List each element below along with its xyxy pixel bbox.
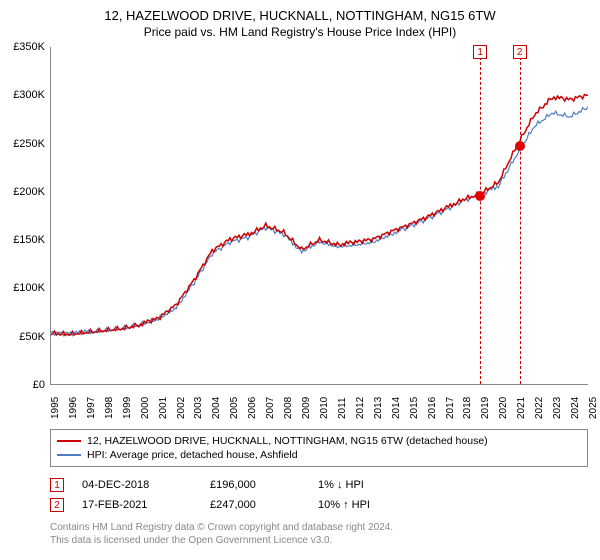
x-tick-label: 2022 bbox=[534, 397, 545, 419]
chart-container: 12, HAZELWOOD DRIVE, HUCKNALL, NOTTINGHA… bbox=[0, 0, 600, 560]
sales-marker-1: 1 bbox=[50, 478, 64, 492]
legend-label-hpi: HPI: Average price, detached house, Ashf… bbox=[87, 449, 298, 461]
sale-marker-box: 1 bbox=[473, 45, 487, 59]
legend-label-property: 12, HAZELWOOD DRIVE, HUCKNALL, NOTTINGHA… bbox=[87, 435, 488, 447]
x-tick-label: 2009 bbox=[301, 397, 312, 419]
sale-marker-dot bbox=[515, 141, 525, 151]
x-tick-label: 2025 bbox=[588, 397, 599, 419]
title-address: 12, HAZELWOOD DRIVE, HUCKNALL, NOTTINGHA… bbox=[10, 8, 590, 23]
x-tick-label: 2019 bbox=[480, 397, 491, 419]
x-tick-label: 1998 bbox=[104, 397, 115, 419]
sales-row-2: 2 17-FEB-2021 £247,000 10% ↑ HPI bbox=[50, 495, 588, 515]
x-tick-label: 2005 bbox=[229, 397, 240, 419]
sales-price-1: £196,000 bbox=[210, 479, 300, 491]
footer-line-2: This data is licensed under the Open Gov… bbox=[50, 534, 588, 547]
x-tick-label: 2007 bbox=[265, 397, 276, 419]
x-tick-label: 2003 bbox=[193, 397, 204, 419]
x-tick-label: 2011 bbox=[337, 397, 348, 419]
x-tick-label: 2016 bbox=[427, 397, 438, 419]
y-tick-label: £0 bbox=[1, 379, 45, 391]
sales-table: 1 04-DEC-2018 £196,000 1% ↓ HPI 2 17-FEB… bbox=[50, 475, 588, 515]
x-tick-label: 2004 bbox=[211, 397, 222, 419]
y-tick-label: £200K bbox=[1, 186, 45, 198]
x-tick-label: 1995 bbox=[50, 397, 61, 419]
x-tick-label: 2012 bbox=[355, 397, 366, 419]
x-tick-label: 2006 bbox=[247, 397, 258, 419]
series-property bbox=[51, 94, 588, 335]
x-tick-label: 2020 bbox=[498, 397, 509, 419]
x-tick-label: 2008 bbox=[283, 397, 294, 419]
footer-attribution: Contains HM Land Registry data © Crown c… bbox=[50, 521, 588, 547]
chart-plot-area: £0£50K£100K£150K£200K£250K£300K£350K12 bbox=[50, 47, 588, 385]
y-tick-label: £250K bbox=[1, 138, 45, 150]
x-tick-label: 2024 bbox=[570, 397, 581, 419]
x-tick-label: 2017 bbox=[445, 397, 456, 419]
footer-line-1: Contains HM Land Registry data © Crown c… bbox=[50, 521, 588, 534]
x-tick-label: 2010 bbox=[319, 397, 330, 419]
sales-marker-2: 2 bbox=[50, 498, 64, 512]
series-hpi bbox=[51, 107, 588, 336]
x-tick-label: 2013 bbox=[373, 397, 384, 419]
sales-change-2: 10% ↑ HPI bbox=[318, 499, 428, 511]
x-tick-label: 2018 bbox=[462, 397, 473, 419]
legend-box: 12, HAZELWOOD DRIVE, HUCKNALL, NOTTINGHA… bbox=[50, 429, 588, 467]
sale-vline bbox=[520, 47, 521, 384]
legend-item-hpi: HPI: Average price, detached house, Ashf… bbox=[57, 448, 581, 462]
sales-row-1: 1 04-DEC-2018 £196,000 1% ↓ HPI bbox=[50, 475, 588, 495]
x-tick-label: 2001 bbox=[158, 397, 169, 419]
legend-item-property: 12, HAZELWOOD DRIVE, HUCKNALL, NOTTINGHA… bbox=[57, 434, 581, 448]
legend-swatch-property bbox=[57, 440, 81, 442]
x-tick-label: 2015 bbox=[409, 397, 420, 419]
sales-date-1: 04-DEC-2018 bbox=[82, 479, 192, 491]
x-tick-label: 2023 bbox=[552, 397, 563, 419]
chart-lines-svg bbox=[51, 47, 588, 384]
y-tick-label: £150K bbox=[1, 234, 45, 246]
sales-date-2: 17-FEB-2021 bbox=[82, 499, 192, 511]
title-subtitle: Price paid vs. HM Land Registry's House … bbox=[10, 25, 590, 39]
sale-marker-dot bbox=[475, 191, 485, 201]
sales-price-2: £247,000 bbox=[210, 499, 300, 511]
x-tick-label: 2000 bbox=[140, 397, 151, 419]
legend-swatch-hpi bbox=[57, 454, 81, 456]
x-tick-label: 2002 bbox=[176, 397, 187, 419]
sale-vline bbox=[480, 47, 481, 384]
y-tick-label: £350K bbox=[1, 41, 45, 53]
x-tick-label: 1997 bbox=[86, 397, 97, 419]
y-tick-label: £300K bbox=[1, 89, 45, 101]
y-tick-label: £50K bbox=[1, 331, 45, 343]
x-tick-label: 2014 bbox=[391, 397, 402, 419]
sales-change-1: 1% ↓ HPI bbox=[318, 479, 428, 491]
title-block: 12, HAZELWOOD DRIVE, HUCKNALL, NOTTINGHA… bbox=[0, 0, 600, 41]
sale-marker-box: 2 bbox=[513, 45, 527, 59]
x-tick-label: 2021 bbox=[516, 397, 527, 419]
x-tick-label: 1999 bbox=[122, 397, 133, 419]
x-tick-label: 1996 bbox=[68, 397, 79, 419]
y-tick-label: £100K bbox=[1, 282, 45, 294]
x-axis-ticks: 1995 1996 1997 1998 1999 2000 2001 2002 2003 2004… bbox=[50, 389, 588, 425]
